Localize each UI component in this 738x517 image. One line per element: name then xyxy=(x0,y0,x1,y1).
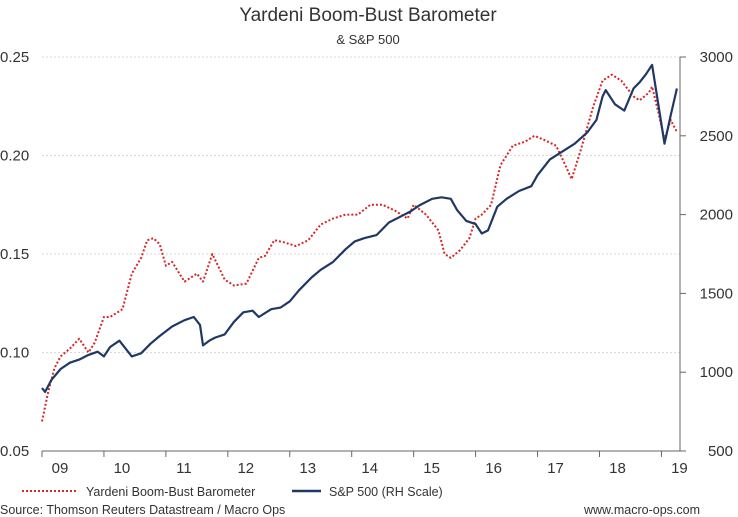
grid xyxy=(42,56,680,452)
x-tick-label: 18 xyxy=(609,460,626,477)
right-tick-label: 1500 xyxy=(700,285,733,302)
left-tick-label: 0.05 xyxy=(0,443,29,460)
left-tick-label: 0.15 xyxy=(0,246,29,263)
right-tick-label: 2500 xyxy=(700,128,733,145)
chart-subtitle: & S&P 500 xyxy=(336,32,399,47)
series-line-barometer xyxy=(41,73,678,422)
left-axis: 0.05 0.10 0.15 0.20 0.25 xyxy=(0,49,29,460)
x-tick-label: 15 xyxy=(423,460,440,477)
right-tick-label: 3000 xyxy=(700,49,733,66)
legend-label-sp500: S&P 500 (RH Scale) xyxy=(329,485,443,499)
x-tick-label: 17 xyxy=(547,460,564,477)
x-tick-label: 14 xyxy=(361,460,378,477)
right-axis: 500 1000 1500 2000 2500 3000 xyxy=(679,49,733,460)
left-tick-label: 0.20 xyxy=(0,148,29,165)
chart-title: Yardeni Boom-Bust Barometer xyxy=(239,5,497,26)
legend-label-barometer: Yardeni Boom-Bust Barometer xyxy=(86,485,255,499)
left-tick-label: 0.10 xyxy=(0,345,29,362)
source-note: Source: Thomson Reuters Datastream / Mac… xyxy=(0,503,285,517)
x-tick-label: 12 xyxy=(237,460,254,477)
x-axis: 09 10 11 12 13 14 15 16 17 18 19 xyxy=(41,450,688,477)
legend: Yardeni Boom-Bust Barometer S&P 500 (RH … xyxy=(22,485,443,499)
right-tick-label: 500 xyxy=(708,443,733,460)
right-tick-label: 2000 xyxy=(700,207,733,224)
x-tick-label: 16 xyxy=(485,460,502,477)
left-tick-label: 0.25 xyxy=(0,49,29,66)
series-group xyxy=(41,63,678,422)
x-tick-label: 09 xyxy=(52,460,69,477)
x-tick-label: 19 xyxy=(671,460,688,477)
x-tick-label: 11 xyxy=(176,460,192,477)
x-tick-label: 13 xyxy=(299,460,316,477)
series-line-sp500 xyxy=(41,63,678,393)
x-tick-label: 10 xyxy=(114,460,131,477)
website-label: www.macro-ops.com xyxy=(583,503,700,517)
right-tick-label: 1000 xyxy=(700,364,733,381)
